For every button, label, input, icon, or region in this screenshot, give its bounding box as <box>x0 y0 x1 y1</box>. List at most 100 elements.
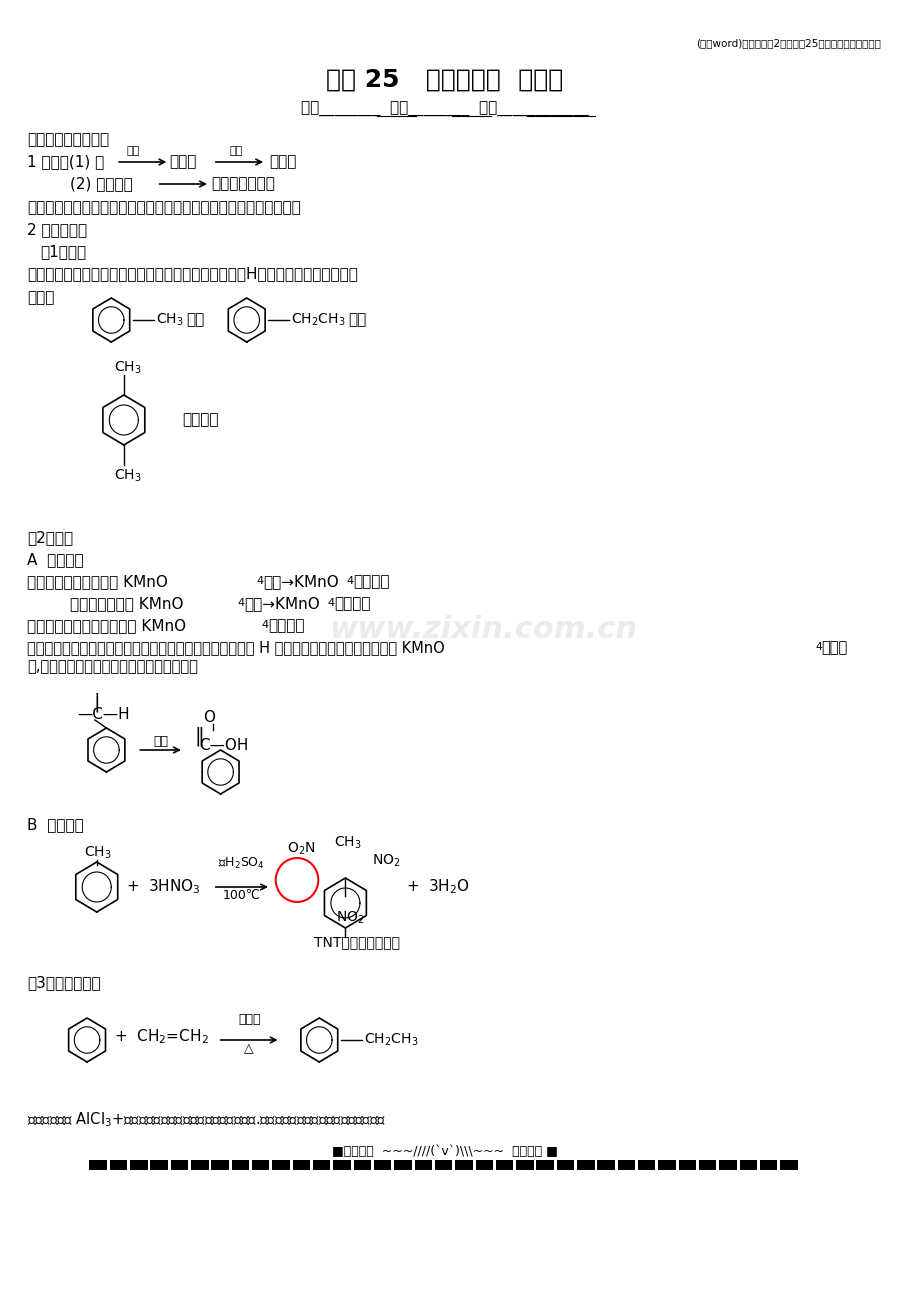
Bar <box>435 1160 452 1170</box>
Text: C—OH: C—OH <box>199 738 248 753</box>
Text: CH$_3$: CH$_3$ <box>334 835 361 852</box>
Bar <box>353 1160 370 1170</box>
Text: 4: 4 <box>261 620 268 630</box>
Text: O: O <box>203 710 215 725</box>
Text: 干馏: 干馏 <box>127 146 140 156</box>
Bar <box>596 1160 614 1170</box>
Text: （2）性质: （2）性质 <box>27 530 74 546</box>
Text: 4: 4 <box>346 575 353 586</box>
Bar <box>698 1160 716 1170</box>
Bar <box>232 1160 249 1170</box>
Bar <box>312 1160 330 1170</box>
Text: (完整word)苏教版必修2学案课时25《苯的同系物芳香烃》: (完整word)苏教版必修2学案课时25《苯的同系物芳香烃》 <box>696 38 880 48</box>
Text: CH$_2$CH$_3$: CH$_2$CH$_3$ <box>363 1032 418 1048</box>
Bar <box>638 1160 654 1170</box>
Text: CH$_3$: CH$_3$ <box>155 312 183 328</box>
Text: 班级________  学号________  姓名____________: 班级________ 学号________ 姓名____________ <box>301 102 588 117</box>
Text: 1 来源：(1) 煤: 1 来源：(1) 煤 <box>27 154 104 169</box>
Text: 以前采用无水 AlCl$_3$+浓盐酸做催化剂，污染较大而且成本较高.现在采用分子筛固体酸作催化剂，这种: 以前采用无水 AlCl$_3$+浓盐酸做催化剂，污染较大而且成本较高.现在采用分… <box>27 1111 386 1129</box>
Text: 甲苯: 甲苯 <box>187 312 205 327</box>
Text: 4: 4 <box>326 598 334 608</box>
Bar <box>719 1160 736 1170</box>
Text: 溶液褪色: 溶液褪色 <box>334 596 369 611</box>
Text: A  氧化反应: A 氧化反应 <box>27 552 84 566</box>
Text: 溶液褪: 溶液褪 <box>821 641 846 655</box>
Bar <box>252 1160 269 1170</box>
Text: 解释：苯的同系物中，如果与苯环直接连接的碳原子上连有 H 原子，该苯的同系物就能使酸性 KMnO: 解释：苯的同系物中，如果与苯环直接连接的碳原子上连有 H 原子，该苯的同系物就能… <box>27 641 445 655</box>
Text: 溶液→KMnO: 溶液→KMnO <box>263 574 338 589</box>
Bar <box>130 1160 147 1170</box>
Text: 实验：甲苯中加入酸性 KMnO: 实验：甲苯中加入酸性 KMnO <box>27 574 168 589</box>
Text: 苯的同系物只有一个苯环，它们可以看成是由苯环上的H被烷烃基代替而得到的。: 苯的同系物只有一个苯环，它们可以看成是由苯环上的H被烷烃基代替而得到的。 <box>27 266 357 281</box>
Bar <box>475 1160 493 1170</box>
Bar <box>333 1160 350 1170</box>
Text: 在芳香烃中，作为基本有机原料应用的最多的是苯、乙苯和对二甲苯: 在芳香烃中，作为基本有机原料应用的最多的是苯、乙苯和对二甲苯 <box>27 201 301 215</box>
Text: 4: 4 <box>256 575 263 586</box>
Bar <box>576 1160 594 1170</box>
Bar <box>739 1160 756 1170</box>
Text: （1）概念: （1）概念 <box>40 243 86 259</box>
Text: www.zixin.com.cn: www.zixin.com.cn <box>329 616 637 644</box>
Text: 结论：苯的同系物能被酸性 KMnO: 结论：苯的同系物能被酸性 KMnO <box>27 618 186 633</box>
Text: 2 苯的同系物: 2 苯的同系物 <box>27 223 87 237</box>
Text: +  3H$_2$O: + 3H$_2$O <box>406 878 470 896</box>
Text: 乙苯中加入酸性 KMnO: 乙苯中加入酸性 KMnO <box>70 596 183 611</box>
Bar <box>211 1160 229 1170</box>
Text: CH$_3$: CH$_3$ <box>114 359 142 376</box>
Bar <box>414 1160 432 1170</box>
Bar <box>536 1160 553 1170</box>
Text: 4: 4 <box>237 598 244 608</box>
Bar <box>171 1160 188 1170</box>
Bar <box>89 1160 107 1170</box>
Text: 课时 25   苯的同系物  芳香烃: 课时 25 苯的同系物 芳香烃 <box>326 68 563 92</box>
Bar <box>516 1160 533 1170</box>
Text: 氧化: 氧化 <box>153 736 168 749</box>
Text: 芳香烃: 芳香烃 <box>268 154 296 169</box>
Bar <box>658 1160 675 1170</box>
Bar <box>394 1160 411 1170</box>
Text: （3）乙苯的制备: （3）乙苯的制备 <box>27 975 100 990</box>
Bar <box>495 1160 513 1170</box>
Bar <box>109 1160 127 1170</box>
Text: 芳香烃的来源与应用: 芳香烃的来源与应用 <box>27 132 109 147</box>
Text: NO$_2$: NO$_2$ <box>335 910 364 927</box>
Text: NO$_2$: NO$_2$ <box>372 853 401 870</box>
Bar <box>455 1160 472 1170</box>
Bar <box>292 1160 310 1170</box>
Text: CH$_3$: CH$_3$ <box>84 845 112 862</box>
Text: 催化重整、裂化: 催化重整、裂化 <box>210 176 275 191</box>
Text: 溶液氧化: 溶液氧化 <box>267 618 304 633</box>
Text: +  3HNO$_3$: + 3HNO$_3$ <box>126 878 200 896</box>
Text: 溶液褪色: 溶液褪色 <box>353 574 390 589</box>
Text: 4: 4 <box>815 642 822 652</box>
Bar <box>151 1160 167 1170</box>
Bar <box>779 1160 797 1170</box>
Text: 乙苯: 乙苯 <box>348 312 366 327</box>
Text: △: △ <box>244 1042 254 1055</box>
Text: —C—H: —C—H <box>77 707 130 723</box>
Text: 色,与苯环相连的烷烃基通常会被氧化为羧基: 色,与苯环相连的烷烃基通常会被氧化为羧基 <box>27 659 198 674</box>
Text: 溶液→KMnO: 溶液→KMnO <box>244 596 319 611</box>
Bar <box>678 1160 696 1170</box>
Text: 煤焦油: 煤焦油 <box>169 154 197 169</box>
Bar <box>373 1160 391 1170</box>
Bar <box>617 1160 634 1170</box>
Text: 浓H$_2$SO$_4$: 浓H$_2$SO$_4$ <box>218 855 265 871</box>
Text: ‖: ‖ <box>194 727 204 746</box>
Bar <box>556 1160 573 1170</box>
Text: 对二甲苯: 对二甲苯 <box>182 411 218 427</box>
Text: CH$_3$: CH$_3$ <box>114 467 142 484</box>
Bar <box>191 1160 209 1170</box>
Text: O$_2$N: O$_2$N <box>287 841 315 858</box>
Text: |: | <box>94 691 100 711</box>
Text: (2) 石油化工: (2) 石油化工 <box>70 176 132 191</box>
Text: 催化剂: 催化剂 <box>238 1013 260 1026</box>
Text: 100℃: 100℃ <box>222 889 260 902</box>
Text: 例如：: 例如： <box>27 290 54 305</box>
Bar <box>272 1160 289 1170</box>
Text: ■点亮心灯  ~~~////(`v`)\\\~~~  照亮人生 ■: ■点亮心灯 ~~~////(`v`)\\\~~~ 照亮人生 ■ <box>332 1144 558 1157</box>
Text: +  CH$_2$=CH$_2$: + CH$_2$=CH$_2$ <box>114 1027 209 1046</box>
Text: 分馏: 分馏 <box>229 146 243 156</box>
Bar <box>759 1160 777 1170</box>
Text: TNT（三硝基甲苯）: TNT（三硝基甲苯） <box>314 935 400 949</box>
